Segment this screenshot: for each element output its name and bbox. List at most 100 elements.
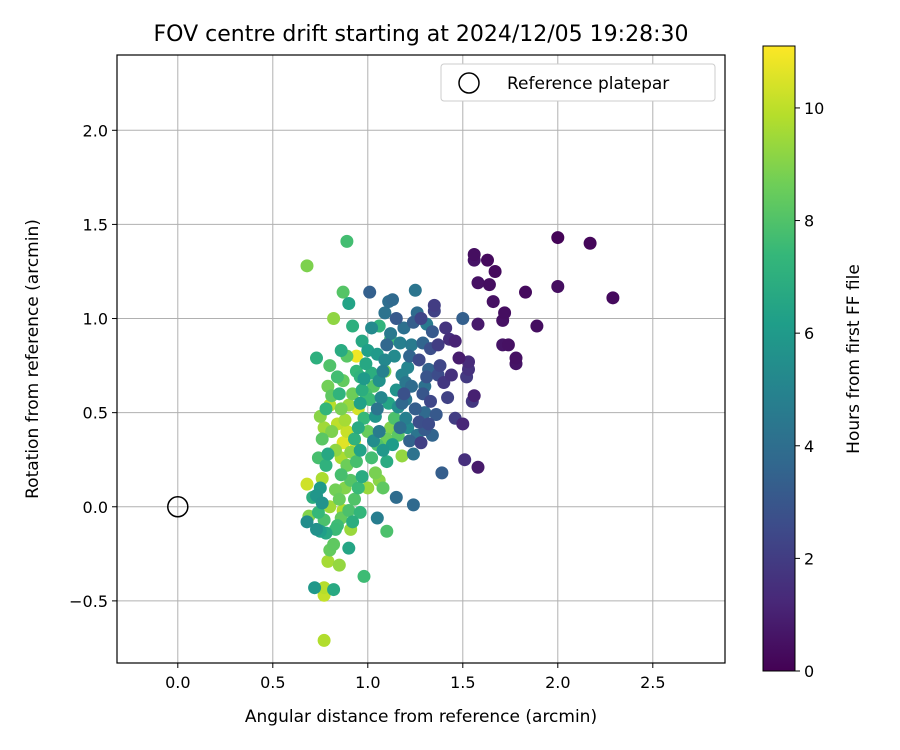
x-tick-label: 0.0 [165,673,190,692]
colorbar: 0 2 4 6 8 10 Hours from first FF file [762,45,864,681]
data-point [315,496,329,510]
data-point [342,541,356,555]
data-point [321,554,335,568]
data-point [471,460,485,474]
data-point [300,259,314,273]
data-point [376,443,390,457]
data-point [349,455,363,469]
data-point [406,498,420,512]
data-point [427,298,441,312]
y-tick-label: −0.5 [69,592,108,611]
data-point [530,319,544,333]
colorbar-tick-label: 2 [804,549,814,568]
data-point [389,312,403,326]
data-point [551,280,565,294]
data-point [355,383,369,397]
x-tick-label: 2.5 [640,673,665,692]
data-point [425,325,439,339]
data-point [456,417,470,431]
data-point [351,421,365,435]
data-point [357,569,371,583]
data-point [384,327,398,341]
data-point [414,312,428,326]
colorbar-tick-label: 6 [804,324,814,343]
data-point [456,312,470,326]
data-point [422,417,436,431]
data-point [348,492,361,506]
data-point [429,408,443,422]
legend-marker-open-circle-icon [458,72,480,94]
data-point [357,372,371,386]
data-point [370,511,384,525]
data-point [471,276,485,290]
data-point [380,338,394,352]
colorbar-tick-label: 0 [804,662,814,681]
data-point [467,248,481,262]
data-point [332,387,346,401]
data-point [386,293,399,307]
data-point [348,432,361,446]
data-point [368,466,382,480]
data-point [471,317,485,331]
data-point [346,515,360,529]
data-point [606,291,620,305]
data-points [167,231,620,647]
data-point [583,236,597,250]
data-point [332,492,346,506]
data-point [365,451,379,465]
data-point [386,438,399,452]
data-point [308,581,322,595]
data-point [393,421,407,435]
x-tick-label: 2.0 [545,673,570,692]
x-tick-label: 1.0 [355,673,380,692]
data-point [393,336,407,350]
data-point [334,344,348,358]
data-point [378,306,392,320]
data-point [376,364,390,378]
colorbar-gradient [762,45,796,672]
data-point [327,583,341,597]
data-point [342,504,356,518]
data-point [389,490,403,504]
data-point [376,481,390,495]
colorbar-tick-label: 10 [804,99,824,118]
chart-title: FOV centre drift starting at 2024/12/05 … [154,22,689,47]
x-axis-label: Angular distance from reference (arcmin) [245,707,597,727]
data-point [349,349,363,363]
data-point [353,505,367,519]
data-point [353,396,367,410]
data-point [551,231,565,245]
data-point [397,321,411,335]
data-point [334,468,348,482]
data-point [359,357,373,371]
data-point [338,413,352,427]
data-point [424,394,437,408]
data-point [380,455,394,469]
data-point [355,334,369,348]
data-point [444,368,458,382]
data-point [435,466,449,480]
data-point [378,353,392,367]
x-tick-label: 1.5 [450,673,475,692]
data-point [346,319,360,333]
data-point [321,447,335,461]
data-point [452,351,466,365]
data-point [414,436,428,450]
y-tick-label: 0.0 [83,498,108,517]
data-point [408,402,422,416]
data-point [519,285,532,299]
y-axis-ticks: −0.5 0.0 0.5 1.0 1.5 2.0 [69,121,117,611]
colorbar-label: Hours from first FF file [844,264,864,454]
data-point [380,524,394,538]
data-point [403,434,417,448]
data-point [327,312,341,326]
data-point [372,424,386,438]
legend-entry-label: Reference platepar [507,74,669,94]
data-point [310,522,323,536]
y-tick-label: 0.5 [83,404,108,423]
data-point [325,424,339,438]
data-point [395,449,409,463]
data-point [387,411,401,425]
